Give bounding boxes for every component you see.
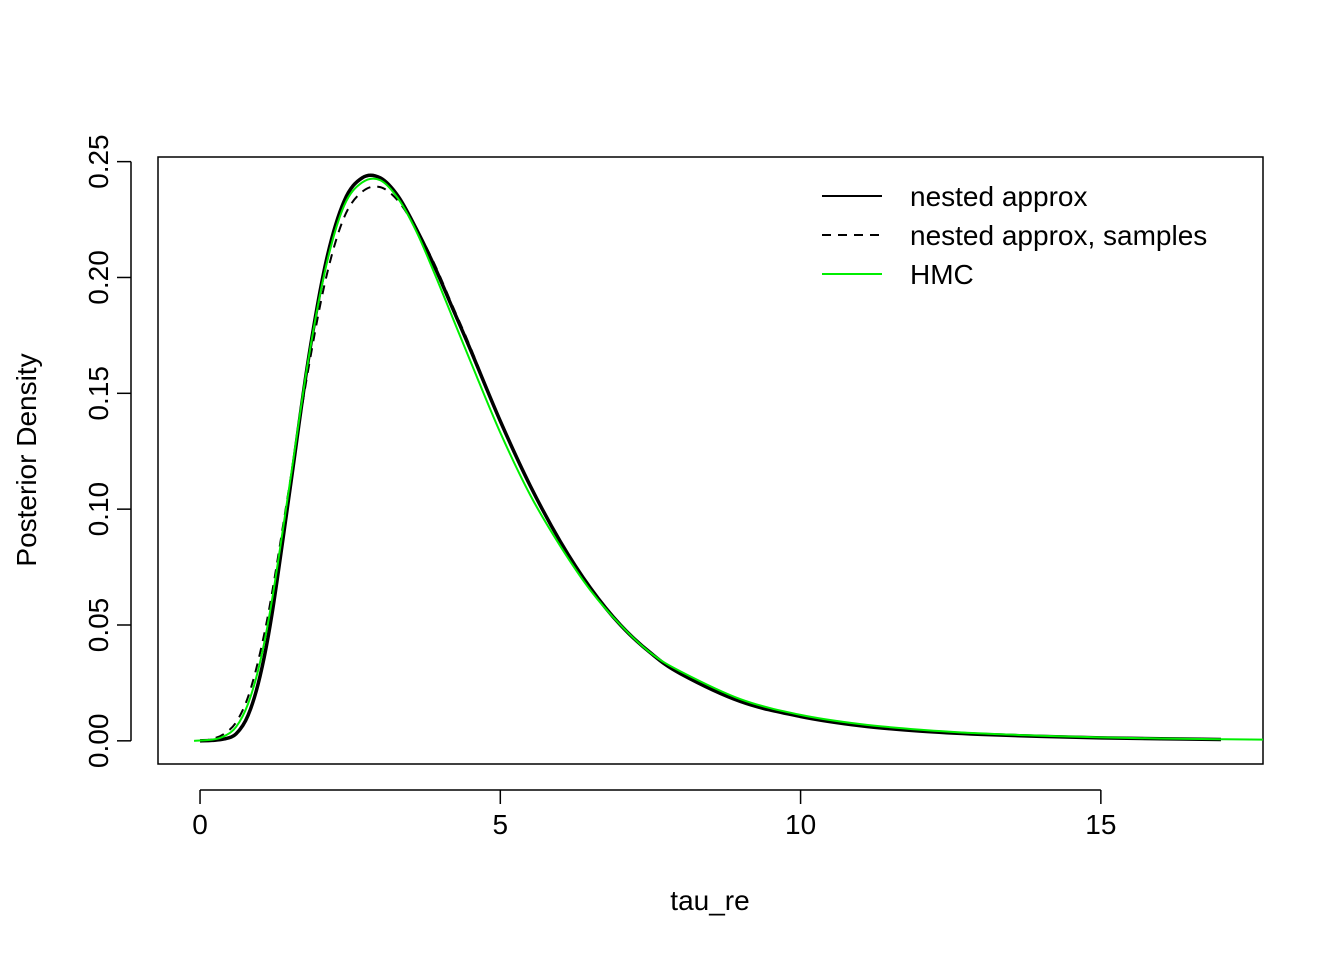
series-line-1: [199, 173, 1221, 743]
y-tick-label: 0.15: [83, 366, 114, 421]
y-axis: 0.00 0.05 0.10 0.15 0.20 0.25: [83, 134, 132, 769]
x-tick-label: 10: [785, 809, 816, 840]
legend: nested approx nested approx, samples HMC: [822, 181, 1207, 290]
series-line-2: [199, 185, 1221, 742]
x-tick-label: 15: [1085, 809, 1116, 840]
x-tick-label: 5: [493, 809, 509, 840]
x-tick-label: 0: [192, 809, 208, 840]
x-axis: 0 5 10 15: [192, 789, 1116, 840]
y-tick-label: 0.00: [83, 714, 114, 769]
y-tick-label: 0.20: [83, 250, 114, 305]
y-tick-label: 0.25: [83, 134, 114, 189]
series-line-3: [193, 177, 1263, 742]
plot-area-frame: [157, 156, 1264, 765]
legend-label-2: nested approx, samples: [910, 220, 1207, 251]
y-tick-label: 0.10: [83, 482, 114, 537]
y-axis-title: Posterior Density: [11, 353, 42, 566]
y-tick-label: 0.05: [83, 598, 114, 653]
legend-label-1: nested approx: [910, 181, 1087, 212]
legend-label-3: HMC: [910, 259, 974, 290]
x-axis-title: tau_re: [670, 885, 749, 916]
series-layer: [193, 173, 1263, 743]
